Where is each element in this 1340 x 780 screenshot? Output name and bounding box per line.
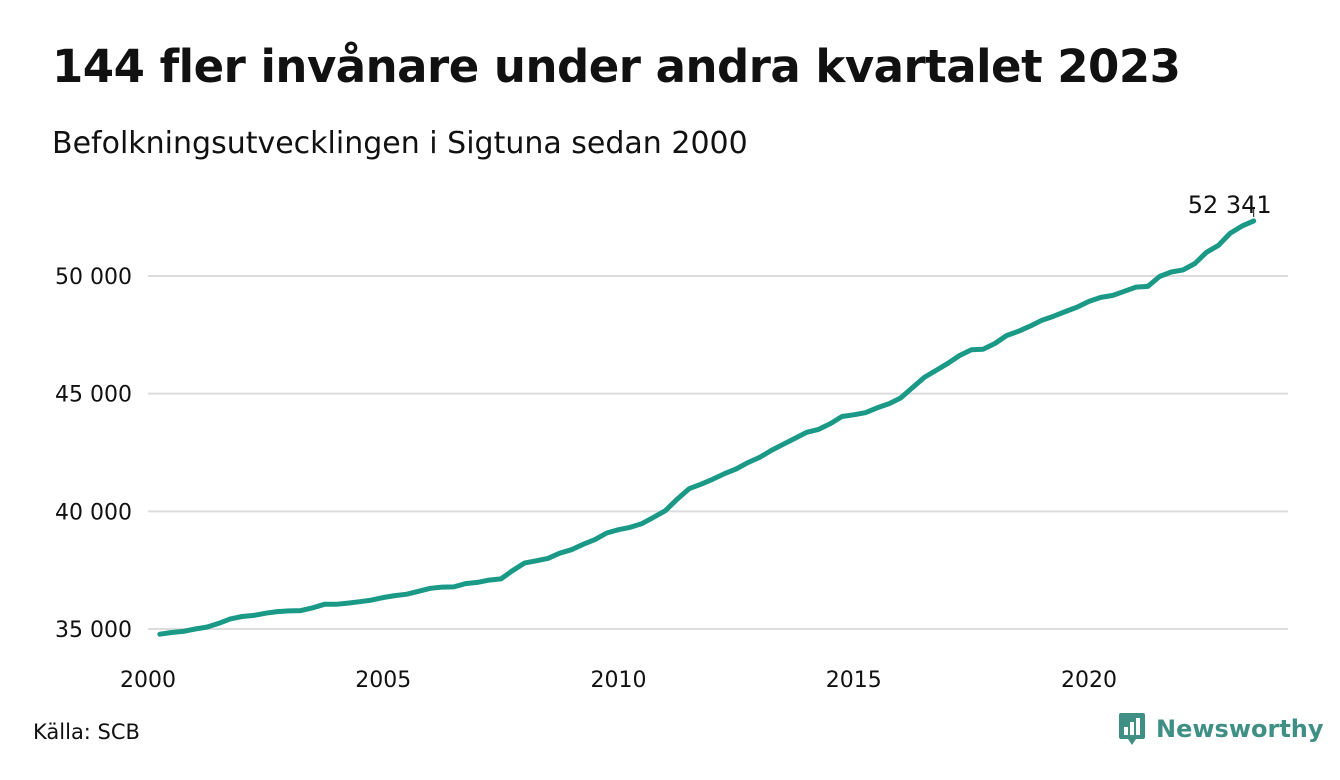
source-note: Källa: SCB — [33, 720, 140, 744]
chart-title: 144 fler invånare under andra kvartalet … — [52, 40, 1181, 93]
chart-subtitle: Befolkningsutvecklingen i Sigtuna sedan … — [52, 126, 748, 161]
y-tick-label: 50 000 — [55, 265, 132, 290]
brand-logo[interactable]: Newsworthy — [1118, 712, 1324, 746]
population-line — [157, 218, 1257, 637]
x-tick-label: 2010 — [591, 668, 647, 693]
brand-name: Newsworthy — [1156, 715, 1324, 743]
x-tick-label: 2015 — [826, 668, 882, 693]
y-tick-label: 35 000 — [55, 618, 132, 643]
end-value-label: 52 341 — [1188, 191, 1272, 219]
y-tick-label: 45 000 — [55, 383, 132, 408]
newsworthy-logo-icon — [1119, 713, 1145, 745]
x-tick-label: 2005 — [355, 668, 411, 693]
x-tick-label: 2020 — [1061, 668, 1117, 693]
y-tick-label: 40 000 — [55, 500, 132, 525]
x-tick-label: 2000 — [120, 668, 176, 693]
